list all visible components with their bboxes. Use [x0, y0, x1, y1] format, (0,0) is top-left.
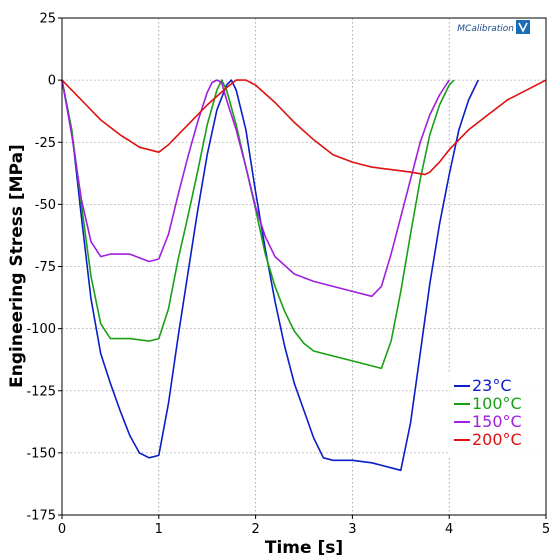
y-tick-label: -125: [26, 384, 56, 399]
legend-label-1: 100°C: [472, 394, 522, 413]
grid-lines: [62, 18, 546, 515]
x-tick-label: 0: [58, 522, 66, 537]
y-tick-label: -25: [35, 136, 56, 151]
y-tick-label: -175: [26, 509, 56, 524]
series-line-2: [61, 79, 450, 298]
x-tick-label: 1: [155, 522, 163, 537]
y-axis-title: Engineering Stress [MPa]: [7, 144, 27, 388]
y-tick-label: 25: [39, 12, 56, 27]
x-tick-label: 2: [251, 522, 259, 537]
legend-label-2: 150°C: [472, 412, 522, 431]
brand-logo: MCalibration: [457, 20, 530, 34]
x-tick-label: 5: [542, 522, 550, 537]
y-tick-label: -150: [26, 446, 56, 461]
legend-label-3: 200°C: [472, 430, 522, 449]
x-tick-label: 3: [348, 522, 356, 537]
y-tick-label: -75: [35, 260, 56, 275]
brand-name: MCalibration: [457, 24, 514, 34]
mcalibration-logo-icon: [516, 20, 530, 34]
x-axis-title: Time [s]: [265, 538, 343, 558]
x-tick-label: 4: [445, 522, 453, 537]
series-line-3: [61, 79, 547, 176]
series-layer: [61, 79, 547, 472]
y-tick-label: -100: [26, 322, 56, 337]
y-tick-label: -50: [35, 198, 56, 213]
legend-box: [448, 374, 544, 456]
legend-label-0: 23°C: [472, 376, 512, 395]
y-tick-label: 0: [48, 74, 56, 89]
series-line-0: [61, 79, 479, 472]
axis-ticks: 0 1 2 3 4 5 25 0 -25 -50 -75 -100 -125 -150 -175: [26, 12, 550, 538]
